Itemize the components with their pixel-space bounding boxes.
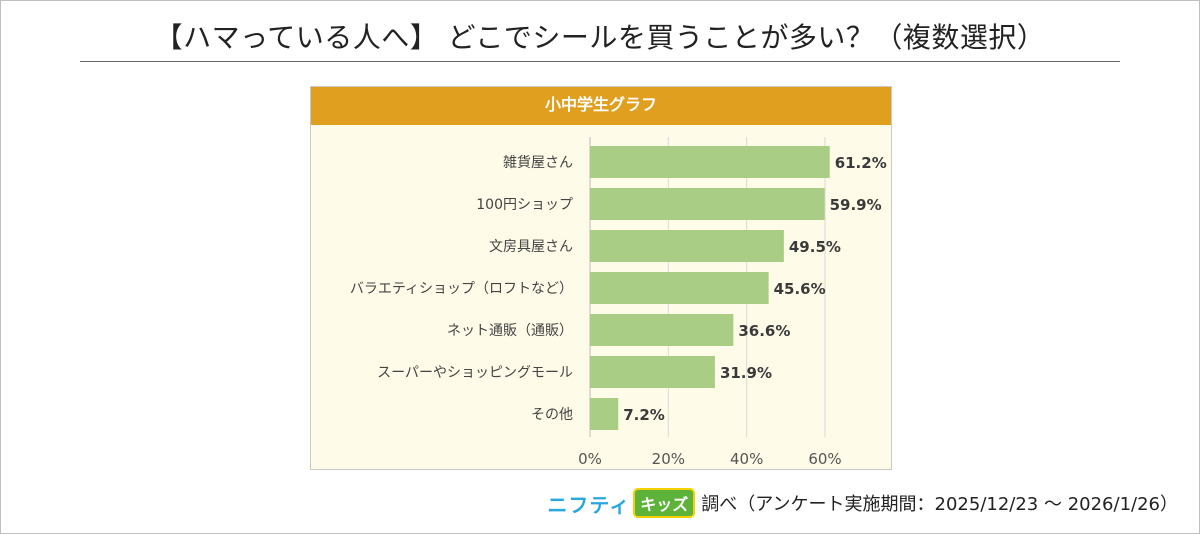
data-label: 49.5% — [789, 238, 841, 256]
data-label: 36.6% — [738, 322, 790, 340]
niftykids-logo: ニフティ キッズ — [547, 488, 696, 518]
bar — [590, 188, 825, 220]
category-label: バラエティショップ（ロフトなど） — [350, 281, 573, 297]
chart-title: 小中学生グラフ — [311, 87, 891, 125]
category-label: 雑貨屋さん — [503, 154, 573, 171]
bar — [590, 272, 769, 304]
logo-text-kids: キッズ — [633, 488, 696, 518]
category-label: 100円ショップ — [476, 197, 573, 213]
bar — [590, 398, 619, 430]
data-label: 59.9% — [830, 196, 882, 214]
data-label: 31.9% — [720, 364, 772, 382]
survey-period-text: 調べ（アンケート実施期間：2025/12/23 ～ 2026/1/26） — [701, 494, 1178, 515]
bar — [590, 314, 734, 346]
x-tick-label: 0% — [578, 450, 602, 468]
chart-panel: 小中学生グラフ 0% 20% 40% 60% 雑貨屋さん 61.2% 100円ショップ 59.… — [310, 86, 892, 470]
logo-text-nifty: ニフティ — [547, 492, 631, 517]
page-title: 【ハマっている人へ】 どこでシールを買うことが多い？（複数選択） — [154, 21, 1046, 54]
data-label: 7.2% — [623, 406, 665, 424]
x-tick-label: 20% — [652, 450, 685, 468]
data-label: 45.6% — [774, 280, 826, 298]
x-tick-label: 60% — [808, 450, 841, 468]
x-tick-label: 40% — [730, 450, 763, 468]
category-label: スーパーやショッピングモール — [377, 365, 573, 381]
category-label: ネット通販（通販） — [447, 323, 573, 339]
bar — [590, 230, 784, 262]
bar — [590, 356, 715, 388]
bar-chart: 0% 20% 40% 60% 雑貨屋さん 61.2% 100円ショップ 59.9% 文房具屋さん… — [350, 137, 887, 468]
data-label: 61.2% — [835, 154, 887, 172]
footer-credit: ニフティ キッズ 調べ（アンケート実施期間：2025/12/23 ～ 2026/… — [547, 488, 1178, 518]
bar — [590, 146, 830, 178]
category-label: その他 — [531, 407, 573, 423]
category-label: 文房具屋さん — [489, 239, 573, 255]
title-underline — [80, 61, 1120, 62]
